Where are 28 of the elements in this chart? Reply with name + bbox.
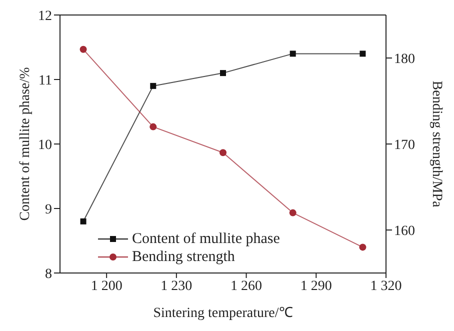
point [290, 50, 296, 57]
point [150, 82, 156, 89]
y-tick-label: 8 [45, 266, 52, 282]
y-tick-label: 9 [45, 202, 52, 218]
x-tick-label: 1 200 [90, 278, 122, 294]
y2-axis-title: Bending strength/MPa [429, 80, 444, 208]
x-tick-label: 1 320 [370, 278, 402, 294]
y-axis-title: Content of mullite phase/% [18, 66, 33, 221]
point [289, 209, 296, 216]
y2-tick-label: 180 [394, 52, 415, 67]
x-tick-label: 1 230 [160, 278, 192, 294]
y-tick-label: 11 [38, 73, 52, 88]
y-tick-label: 10 [38, 138, 52, 153]
legend-label: Bending strength [132, 248, 235, 266]
point [150, 123, 157, 130]
x-tick-label: 1 260 [230, 278, 262, 294]
x-tick-label: 1 290 [300, 278, 332, 294]
y2-tick-label: 160 [394, 224, 415, 239]
x-axis-title: Sintering temperature/℃ [153, 306, 293, 321]
point [80, 46, 87, 53]
point [360, 50, 366, 57]
point [359, 244, 366, 251]
y2-tick-label: 170 [394, 138, 415, 153]
y-tick-label: 12 [38, 8, 52, 24]
legend-label: Content of mullite phase [132, 230, 280, 248]
point [80, 218, 86, 224]
point [220, 149, 226, 156]
point [220, 70, 226, 76]
